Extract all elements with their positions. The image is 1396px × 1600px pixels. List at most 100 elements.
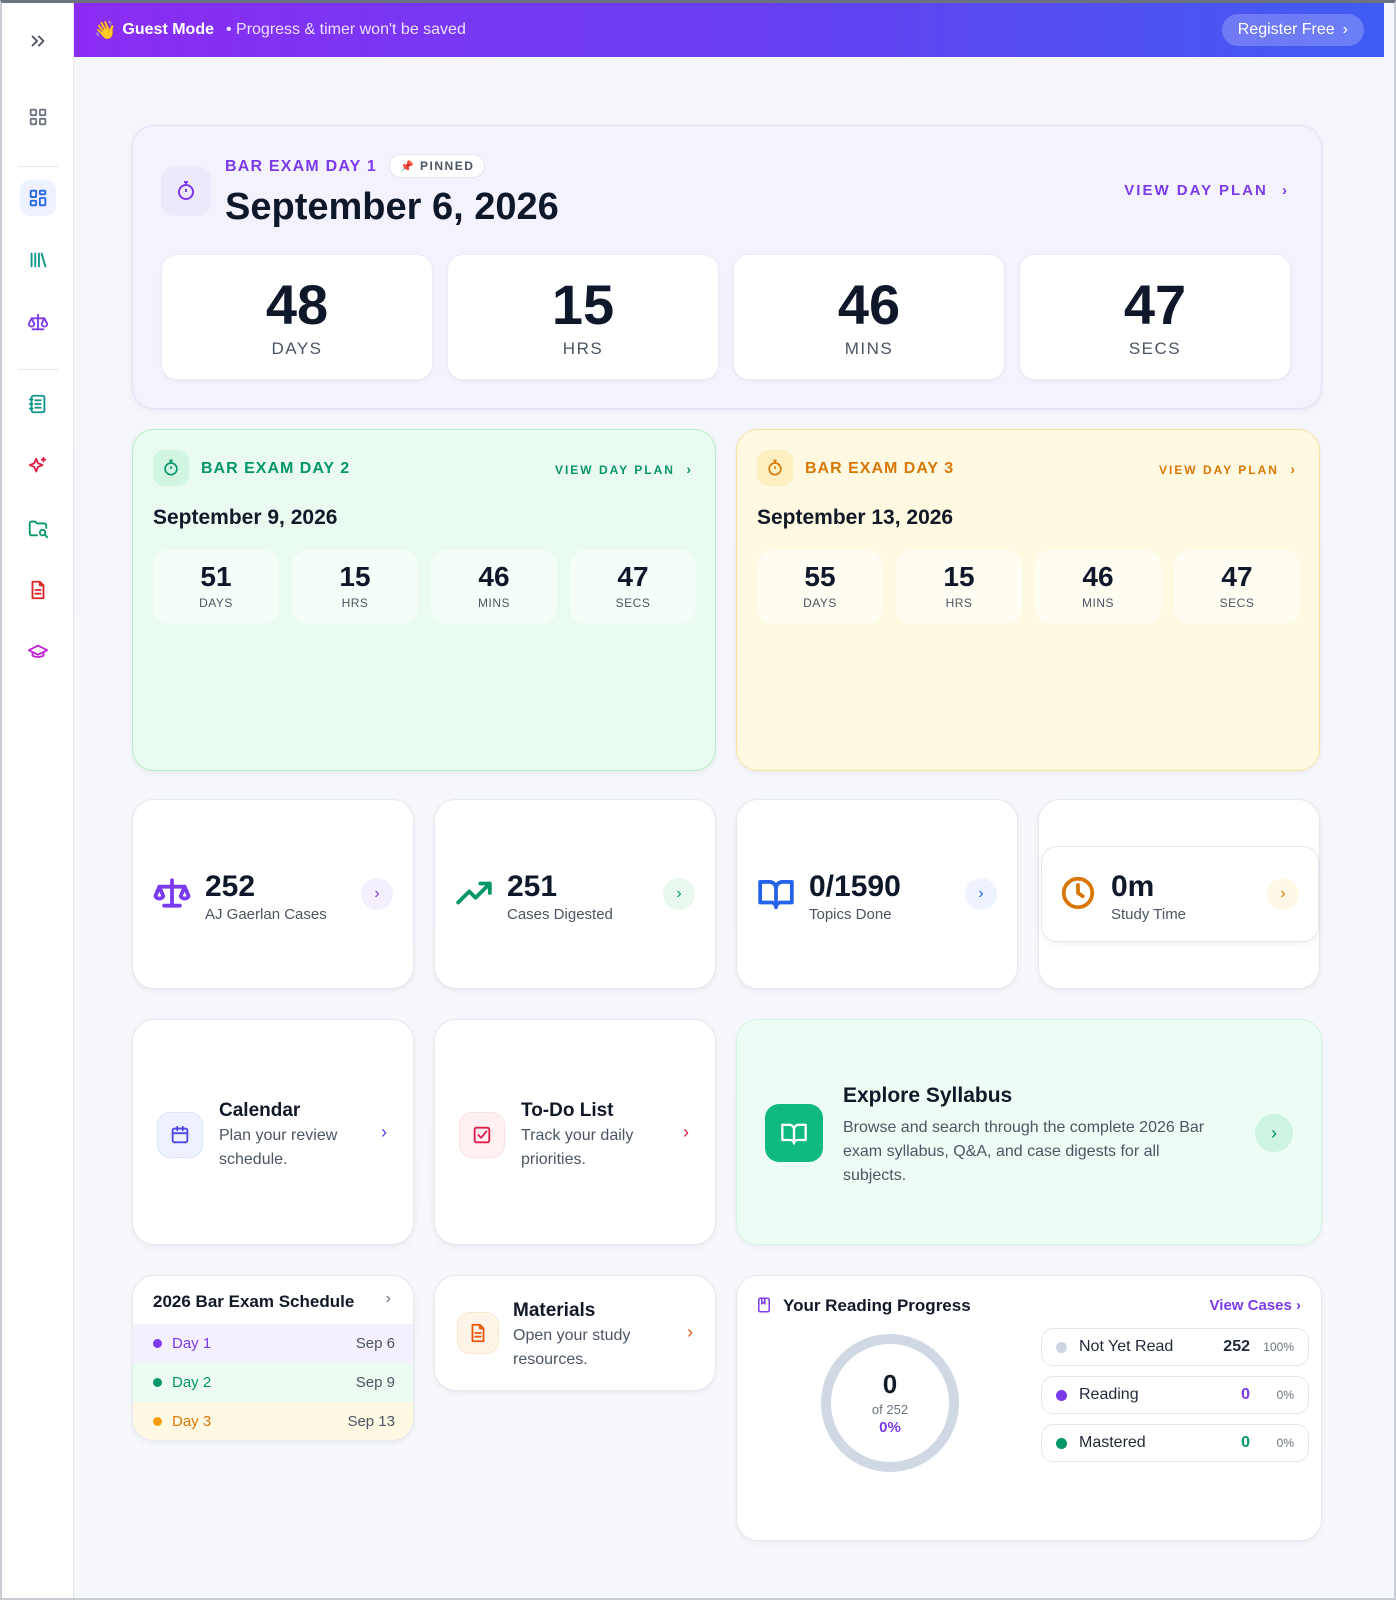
guest-mode-title: Guest Mode [122, 21, 214, 38]
view-plan-label: VIEW DAY PLAN [1124, 182, 1268, 199]
timer-value: 47 [1123, 273, 1187, 336]
day3-view-plan-link[interactable]: VIEW DAY PLAN › [1159, 461, 1297, 477]
timer-seconds: 47 SECS [570, 550, 696, 624]
desc-line: Plan your review [219, 1127, 338, 1144]
library-icon[interactable] [20, 242, 56, 278]
day2-view-plan-link[interactable]: VIEW DAY PLAN › [555, 461, 693, 477]
bar-exam-schedule-card[interactable]: 2026 Bar Exam Schedule › Day 1 Sep 6 Day… [132, 1275, 414, 1441]
materials-title: Materials [513, 1300, 596, 1321]
view-plan-label: VIEW DAY PLAN [1158, 463, 1279, 477]
dashboard-icon[interactable] [20, 180, 56, 216]
desc-line: priorities. [521, 1151, 586, 1168]
chevron-right-icon[interactable]: › [385, 1290, 391, 1307]
materials-desc: Open your study resources. [513, 1324, 630, 1372]
timer-value: 46 [837, 273, 901, 336]
chevrons-right-icon[interactable] [20, 23, 56, 59]
reading-row-not-yet-read[interactable]: Not Yet Read 252 100% [1041, 1328, 1309, 1366]
chevron-right-icon: › [686, 461, 693, 477]
stat-value: 252 [205, 870, 256, 903]
stat-card-digested[interactable]: 251 Cases Digested › [434, 799, 716, 989]
explore-syllabus-card[interactable]: Explore Syllabus Browse and search throu… [736, 1019, 1322, 1245]
timer-minutes: 46 MINS [1035, 550, 1161, 624]
timer-unit: SECS [1128, 339, 1182, 358]
timer-unit: SECS [615, 596, 651, 610]
view-cases-link[interactable]: View Cases › [1209, 1297, 1301, 1314]
reading-progress-card: Your Reading Progress View Cases › 0 of … [736, 1275, 1322, 1541]
stat-card-topics[interactable]: 0/1590 Topics Done › [736, 799, 1018, 989]
sparkles-icon[interactable] [20, 448, 56, 484]
chevron-right-icon[interactable]: › [361, 878, 393, 910]
stopwatch-icon [757, 450, 793, 486]
timer-value: 15 [551, 273, 615, 336]
chevron-right-icon[interactable]: › [687, 1322, 693, 1342]
timer-unit: MINS [844, 339, 894, 358]
timer-minutes: 46 MINS [431, 550, 557, 624]
stopwatch-icon [161, 166, 211, 216]
chevron-right-icon[interactable]: › [683, 1122, 689, 1142]
bar-exam-day3-card: BAR EXAM DAY 3 VIEW DAY PLAN › September… [736, 429, 1320, 771]
chevron-right-icon: › [1342, 21, 1348, 38]
bar-exam-day1-card: BAR EXAM DAY 1 📌 PINNED September 6, 202… [132, 125, 1322, 409]
stat-label: Topics Done [809, 906, 892, 923]
reading-row-count: 252 [1223, 1338, 1250, 1355]
stat-label: Study Time [1111, 906, 1187, 923]
scales-icon[interactable] [20, 304, 56, 340]
stat-card-study-time[interactable]: 0m Study Time › [1038, 799, 1320, 989]
document-icon [457, 1312, 499, 1354]
timer-days: 48 DAYS [161, 254, 433, 380]
graduation-cap-icon[interactable] [20, 634, 56, 670]
chevron-right-icon[interactable]: › [663, 878, 695, 910]
schedule-row-day3[interactable]: Day 3 Sep 13 [133, 1402, 413, 1440]
timer-minutes: 46 MINS [733, 254, 1005, 380]
read-count: 0 [882, 1369, 898, 1399]
pin-icon: 📌 [400, 161, 416, 173]
day1-view-plan-link[interactable]: VIEW DAY PLAN › [1124, 182, 1289, 199]
timer-hours: 15 HRS [447, 254, 719, 380]
timer-value: 47 [1221, 561, 1253, 592]
timer-unit: DAYS [803, 596, 837, 610]
reading-row-reading[interactable]: Reading 0 0% [1041, 1376, 1309, 1414]
day3-label: BAR EXAM DAY 3 [805, 460, 955, 477]
calendar-card[interactable]: Calendar Plan your review schedule. › [132, 1019, 414, 1245]
timer-unit: MINS [478, 596, 510, 610]
document-icon[interactable] [20, 572, 56, 608]
reading-row-percent: 100% [1263, 1340, 1294, 1354]
schedule-row-day2[interactable]: Day 2 Sep 9 [133, 1363, 413, 1402]
materials-card[interactable]: Materials Open your study resources. › [434, 1275, 716, 1391]
reading-row-count: 0 [1241, 1386, 1250, 1403]
timer-value: 15 [339, 561, 371, 592]
desc-line: exam syllabus, Q&A, and case digests for… [843, 1143, 1160, 1160]
reading-row-mastered[interactable]: Mastered 0 0% [1041, 1424, 1309, 1462]
desc-line: resources. [513, 1351, 588, 1368]
schedule-row-day1[interactable]: Day 1 Sep 6 [133, 1324, 413, 1363]
trending-up-icon [455, 874, 495, 914]
desc-line: subjects. [843, 1167, 907, 1184]
schedule-title: 2026 Bar Exam Schedule [153, 1292, 355, 1311]
chevron-right-icon[interactable]: › [1255, 1114, 1293, 1152]
notebook-icon[interactable] [20, 386, 56, 422]
folder-search-icon[interactable] [20, 510, 56, 546]
register-free-button[interactable]: Register Free › [1221, 14, 1364, 46]
timer-value: 15 [943, 561, 975, 592]
todo-card[interactable]: To-Do List Track your daily priorities. … [434, 1019, 716, 1245]
stopwatch-icon [153, 450, 189, 486]
chevron-right-icon[interactable]: › [1267, 878, 1299, 910]
day2-date: September 9, 2026 [153, 506, 338, 529]
stat-card-cases[interactable]: 252 AJ Gaerlan Cases › [132, 799, 414, 989]
read-total: of 252 [871, 1402, 909, 1417]
reading-row-label: Mastered [1079, 1434, 1146, 1451]
status-dot [1056, 1389, 1067, 1401]
sidebar-divider [18, 369, 58, 370]
chevron-right-icon[interactable]: › [965, 878, 997, 910]
timer-seconds: 47 SECS [1019, 254, 1291, 380]
schedule-date: Sep 9 [355, 1374, 395, 1391]
chevron-right-icon[interactable]: › [381, 1122, 387, 1142]
syllabus-desc: Browse and search through the complete 2… [843, 1116, 1204, 1188]
grid-icon[interactable] [20, 99, 56, 135]
desc-line: Track your daily [521, 1127, 634, 1144]
timer-hours: 15 HRS [896, 550, 1022, 624]
timer-days: 51 DAYS [153, 550, 279, 624]
stat-value: 0/1590 [809, 870, 901, 903]
timer-unit: HRS [562, 339, 604, 358]
